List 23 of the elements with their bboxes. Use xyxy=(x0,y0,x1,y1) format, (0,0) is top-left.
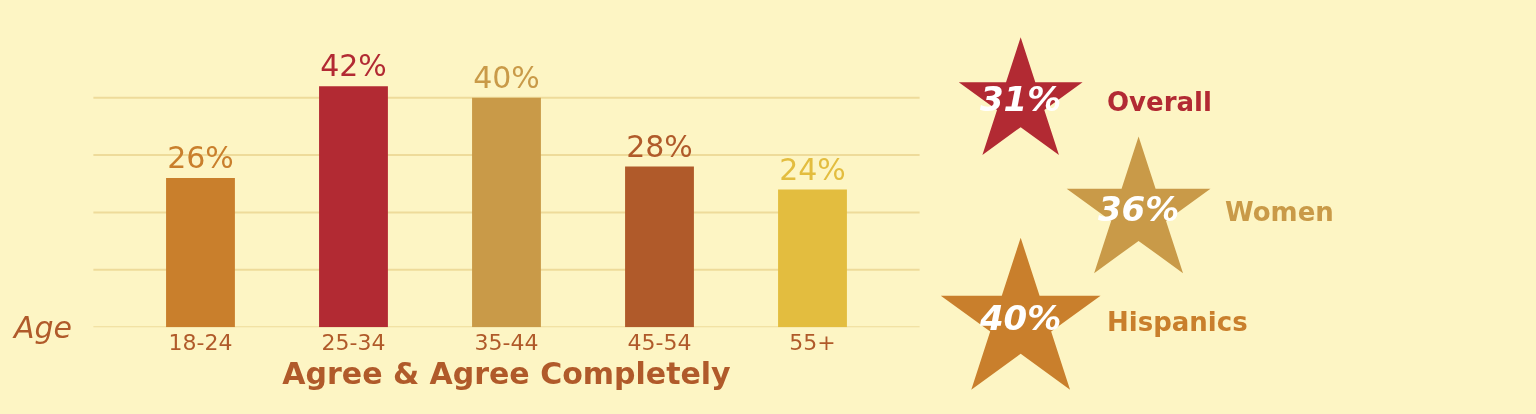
data-label: 26% xyxy=(167,140,234,176)
x-axis-title: Agree & Agree Completely xyxy=(282,355,732,391)
data-label: 42% xyxy=(320,48,387,84)
x-tick-label: 25-34 xyxy=(321,330,386,356)
bar xyxy=(166,178,235,328)
x-tick-label: 55+ xyxy=(789,330,836,356)
data-label: 40% xyxy=(473,59,540,95)
data-label: 24% xyxy=(779,151,846,187)
x-tick-label: 18-24 xyxy=(168,330,233,356)
text: Age xyxy=(12,310,73,345)
category-label: Overall xyxy=(1107,87,1212,117)
category-label: Hispanics xyxy=(1107,307,1248,337)
category-label: Women xyxy=(1225,197,1334,227)
data-label: 28% xyxy=(626,128,693,164)
data-label: 31% xyxy=(979,78,1062,119)
data-label: 40% xyxy=(978,298,1062,339)
bar xyxy=(472,97,541,328)
x-tick-label: 45-54 xyxy=(627,330,692,356)
x-tick-label: 35-44 xyxy=(474,330,539,356)
bar xyxy=(625,166,694,328)
bar xyxy=(778,189,847,328)
bar xyxy=(319,86,388,328)
data-label: 36% xyxy=(1097,188,1180,229)
